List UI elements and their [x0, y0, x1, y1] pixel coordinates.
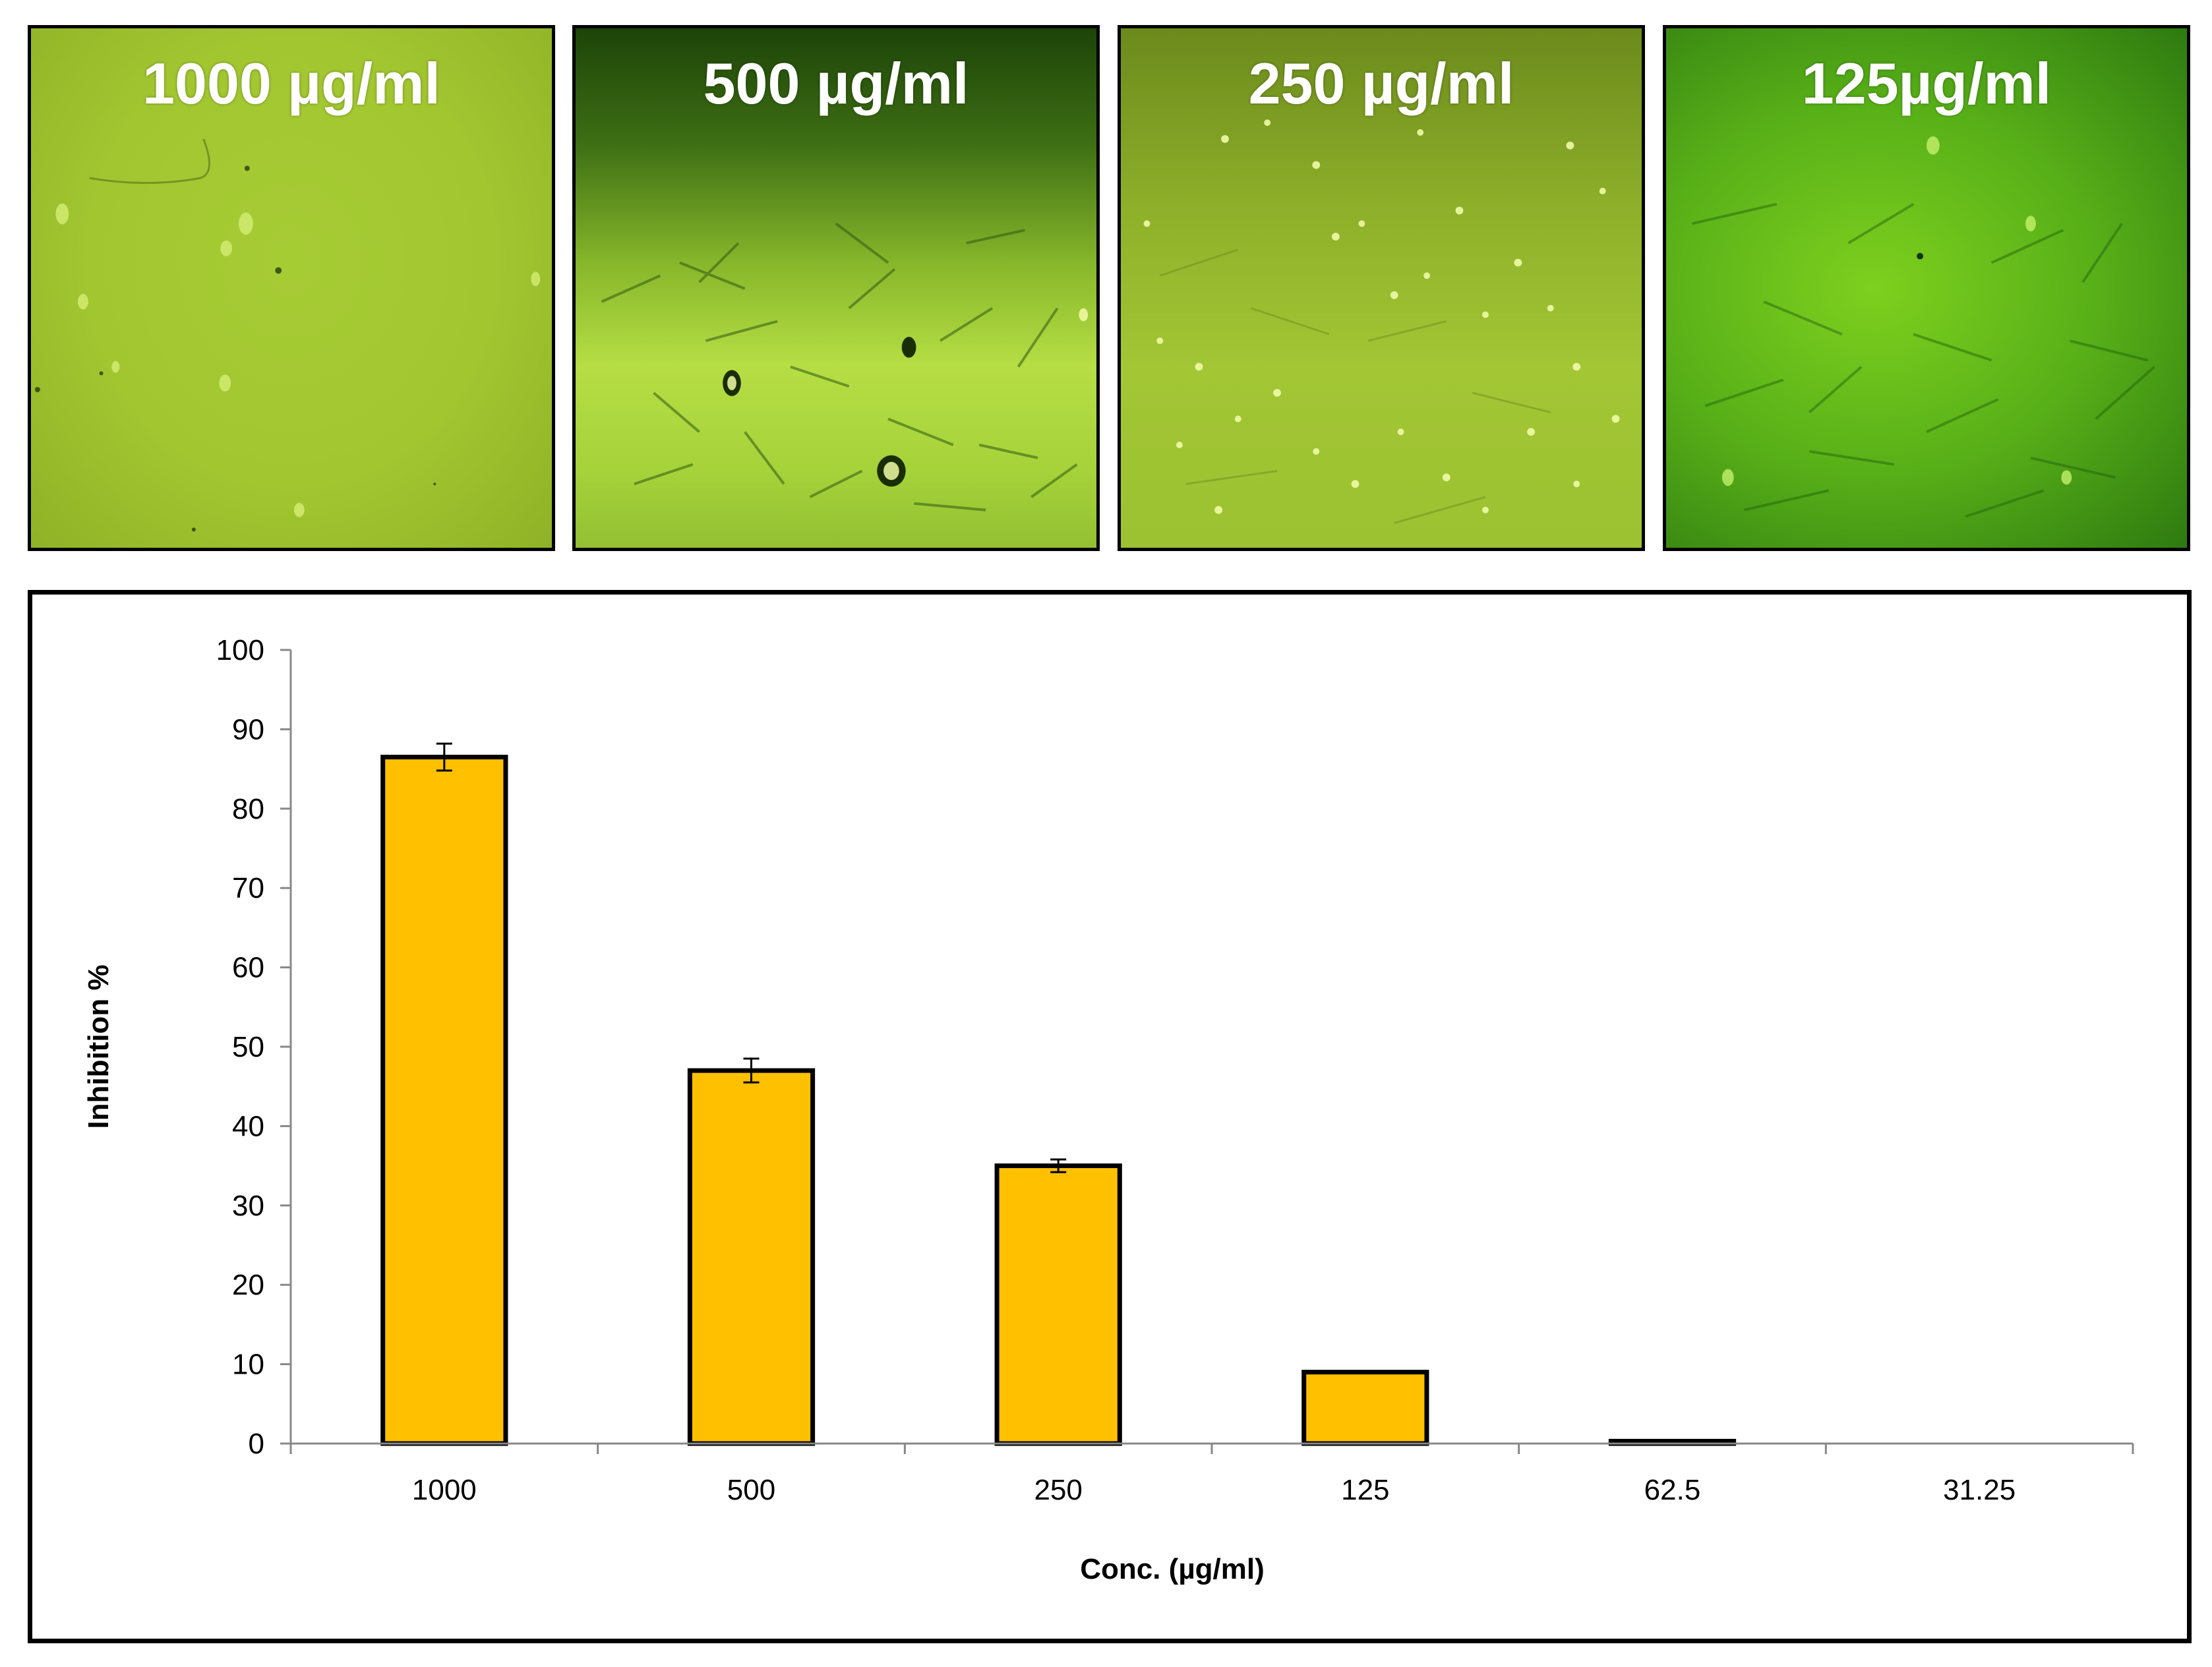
bar-250	[994, 1163, 1122, 1446]
bar-125	[1301, 1370, 1429, 1446]
x-tick-label: 500	[727, 1474, 775, 1506]
x-tick-label: 1000	[412, 1474, 477, 1506]
y-tick-label: 60	[232, 952, 264, 984]
y-tick-label: 90	[232, 713, 264, 746]
bar-1000	[380, 755, 508, 1446]
micrograph-500: 500 µg/ml	[572, 25, 1100, 551]
bar-500	[687, 1068, 816, 1446]
micrograph-1000-image	[34, 138, 541, 532]
micrograph-500-image	[601, 222, 1089, 512]
x-tick-label: 31.25	[1943, 1474, 2016, 1506]
panel-label: 1000 µg/ml	[142, 51, 440, 116]
panel-label: 500 µg/ml	[703, 51, 969, 116]
x-axis-label: Conc. (µg/ml)	[1080, 1553, 1265, 1585]
y-tick-label: 100	[216, 634, 264, 666]
y-tick-label: 70	[232, 872, 264, 904]
y-axis-label: Inhibition %	[82, 964, 115, 1128]
chart-frame: 0 10 20 30 40 50 60 70 80 90 100 1000 500 250 125 62.5…	[28, 590, 2192, 1643]
y-tick-label: 10	[232, 1349, 264, 1381]
x-tick-label: 62.5	[1644, 1474, 1701, 1506]
y-axis-ticks: 0 10 20 30 40 50 60 70 80 90 100	[216, 634, 291, 1460]
x-tick-label: 250	[1034, 1474, 1082, 1506]
y-tick-label: 20	[232, 1269, 264, 1301]
x-axis-ticks: 1000 500 250 125 62.5 31.25	[289, 1444, 2134, 1506]
y-tick-label: 50	[232, 1031, 264, 1063]
y-tick-label: 80	[232, 793, 264, 825]
panel-label: 125µg/ml	[1801, 51, 2052, 116]
micrograph-125: 125µg/ml	[1663, 25, 2190, 551]
panel-label: 250 µg/ml	[1248, 51, 1514, 116]
micrograph-1000: 1000 µg/ml	[28, 25, 555, 551]
y-tick-label: 40	[232, 1110, 264, 1142]
inhibition-bar-chart: 0 10 20 30 40 50 60 70 80 90 100 1000 500 250 125 62.5…	[82, 634, 2134, 1585]
micrograph-125-image	[1692, 136, 2155, 518]
y-tick-label: 0	[249, 1428, 264, 1460]
micrograph-250-image	[1143, 119, 1620, 524]
micrograph-250: 250 µg/ml	[1118, 25, 1645, 551]
x-tick-label: 125	[1341, 1474, 1389, 1506]
bars	[380, 742, 1737, 1446]
y-tick-label: 30	[232, 1190, 264, 1222]
